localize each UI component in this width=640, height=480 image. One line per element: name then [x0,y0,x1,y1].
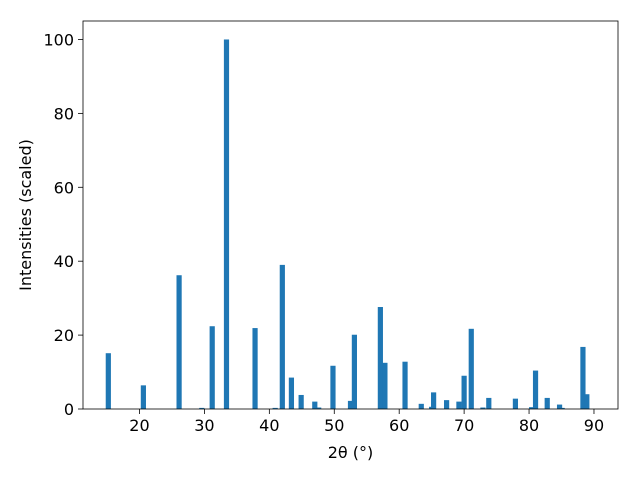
x-tick-label: 50 [324,416,344,435]
bar [418,403,424,409]
bar [316,407,322,409]
bar [580,346,586,409]
y-tick-label: 40 [54,252,74,271]
bar [431,392,437,409]
y-tick-label: 20 [54,326,74,345]
bar [351,334,357,409]
bar [480,407,486,409]
y-axis-label: Intensities (scaled) [16,139,35,291]
y-tick-label: 100 [43,30,74,49]
bar [209,326,215,409]
bar [486,397,492,409]
y-tick-label: 80 [54,104,74,123]
x-tick-label: 40 [259,416,279,435]
bar [272,407,278,409]
x-tick-label: 70 [454,416,474,435]
bar [402,361,408,409]
bar [468,328,474,409]
x-tick-label: 90 [584,416,604,435]
bar [176,275,182,409]
x-tick-label: 80 [519,416,539,435]
bar [312,401,318,409]
bar [529,407,535,409]
bars-group [105,39,590,409]
bar [443,400,450,409]
bar [532,370,539,409]
y-tick-label: 0 [64,400,74,419]
bar [288,377,295,409]
x-ticks: 20 30 40 50 60 70 80 90 [129,409,604,435]
y-tick-label: 60 [54,178,74,197]
plot-frame [82,20,619,410]
bar [382,362,388,409]
bar [461,375,467,409]
bar [347,400,354,409]
bar [559,407,565,409]
bar [105,353,111,409]
y-ticks: 0 20 40 60 80 100 [43,30,83,419]
x-axis-label: 2θ (°) [328,443,374,462]
bar [544,397,550,409]
bar [456,401,462,409]
x-tick-label: 20 [129,416,149,435]
bar [298,394,304,409]
x-tick-label: 60 [389,416,409,435]
bar [377,307,383,409]
bar [512,398,519,409]
bar [330,365,336,409]
bar [584,394,590,409]
bar [279,264,285,409]
bar [252,328,258,409]
bar [556,404,563,409]
bar [199,407,205,409]
bar [140,385,146,409]
bar [223,39,230,409]
x-tick-label: 30 [194,416,214,435]
